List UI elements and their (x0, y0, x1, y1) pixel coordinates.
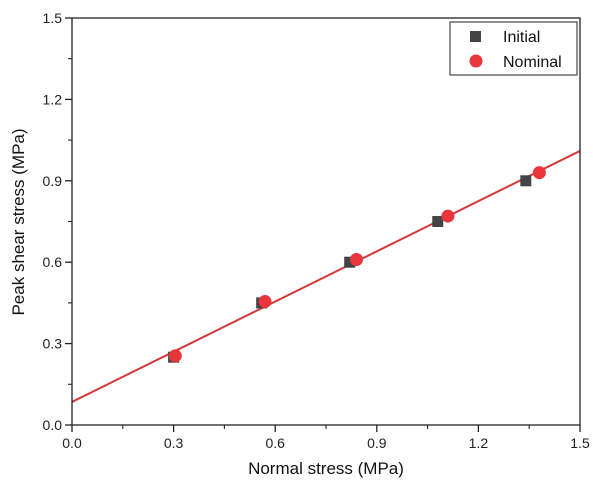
point-initial (432, 216, 444, 227)
legend-marker-initial (470, 31, 481, 42)
point-nominal (532, 166, 546, 180)
y-tick-label: 0.3 (43, 336, 63, 352)
x-tick-label: 0.3 (164, 435, 184, 451)
point-nominal (168, 349, 182, 363)
data-points-layer (168, 166, 546, 363)
x-tick-label: 1.5 (570, 435, 590, 451)
point-initial (520, 175, 532, 187)
x-tick-label: 0.9 (367, 435, 387, 451)
legend: Initial Nominal (449, 21, 578, 76)
y-tick-label: 1.5 (43, 10, 63, 26)
fit-line (71, 150, 581, 403)
y-tick-label: 0.9 (43, 173, 63, 189)
point-initial (344, 256, 356, 268)
y-tick-label: 0.6 (43, 254, 63, 270)
fit-line-layer (71, 150, 581, 403)
legend-box (449, 21, 578, 76)
point-nominal (258, 295, 272, 309)
legend-label-nominal: Nominal (503, 54, 562, 71)
y-axis-title: Peak shear stress (MPa) (9, 128, 28, 315)
point-nominal (441, 209, 455, 223)
axes (65, 17, 581, 432)
x-axis-title: Normal stress (MPa) (248, 459, 404, 478)
y-tick-label: 0.0 (43, 417, 63, 433)
y-tick-label: 1.2 (43, 91, 63, 107)
x-tick-label: 0.0 (62, 435, 82, 451)
legend-label-initial: Initial (503, 29, 540, 46)
point-nominal (349, 252, 363, 266)
tick-labels: 0.0 0.3 0.6 0.9 1.2 1.5 0.0 0.3 0.6 0.9 1.2 1.5 (43, 10, 590, 451)
legend-marker-nominal (469, 54, 483, 68)
x-tick-label: 0.6 (265, 435, 285, 451)
x-tick-label: 1.2 (469, 435, 489, 451)
